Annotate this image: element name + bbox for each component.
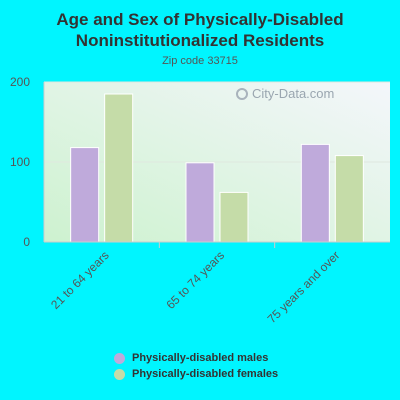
bar-females <box>334 155 364 243</box>
legend-item-females: Physically-disabled females <box>114 366 278 382</box>
legend: Physically-disabled males Physically-dis… <box>114 350 278 382</box>
legend-item-males: Physically-disabled males <box>114 350 278 366</box>
search-magnifier-icon <box>236 87 248 100</box>
bar-females <box>219 191 249 243</box>
legend-label-females: Physically-disabled females <box>132 368 279 380</box>
y-tick-label: 100 <box>10 155 30 169</box>
chart-subtitle: Zip code 33715 <box>162 55 238 67</box>
bar-males <box>185 162 215 243</box>
bar-males <box>300 143 330 243</box>
bar-females <box>104 93 134 243</box>
watermark: City-Data.com <box>236 86 334 101</box>
y-tick-label: 200 <box>10 75 30 89</box>
y-tick-label: 0 <box>23 235 30 249</box>
watermark-text: City-Data.com <box>252 86 335 101</box>
x-tick-label: 65 to 74 years <box>163 248 227 312</box>
legend-swatch-females <box>114 368 125 380</box>
chart-title: Age and Sex of Physically-Disabled Nonin… <box>56 10 344 50</box>
bar-males <box>70 147 100 243</box>
legend-label-males: Physically-disabled males <box>132 352 269 364</box>
x-tick-label: 75 years and over <box>265 248 343 326</box>
x-tick-label: 21 to 64 years <box>48 248 112 312</box>
legend-swatch-males <box>114 352 125 364</box>
